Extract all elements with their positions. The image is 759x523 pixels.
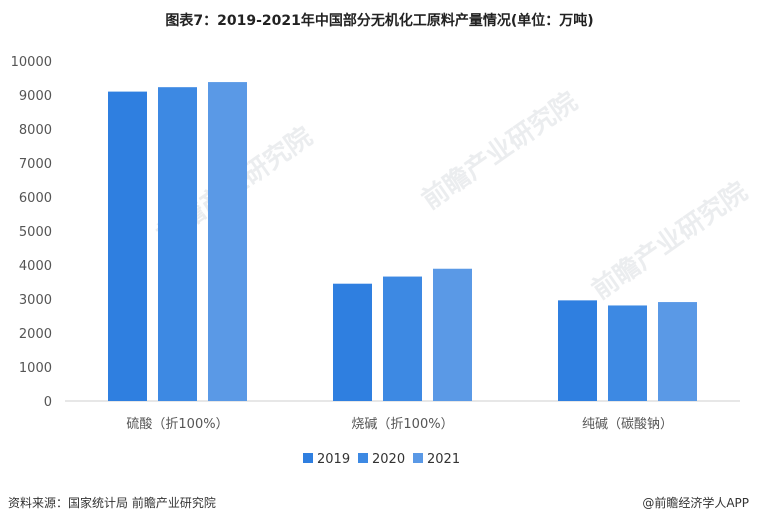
- watermark-2: 前瞻产业研究院: [586, 176, 753, 306]
- chart-title: 图表7：2019-2021年中国部分无机化工原料产量情况(单位：万吨): [165, 13, 594, 29]
- y-axis: 0 1000 2000 3000 4000 5000 6000 7000 8000 9000 100…: [11, 55, 52, 410]
- footer: 资料来源：国家统计局 前瞻产业研究院 @前瞻经济学人APP: [0, 492, 759, 516]
- legend-label-2021: 2021: [427, 452, 460, 467]
- y-tick-label-7: 7000: [19, 157, 52, 172]
- y-tick-label-2: 2000: [19, 327, 52, 342]
- y-tick-label-6: 6000: [19, 191, 52, 206]
- legend-swatch-2020: [358, 453, 368, 463]
- y-tick-label-4: 4000: [19, 259, 52, 274]
- bars: [108, 82, 697, 402]
- bar-1-2020: [383, 276, 422, 401]
- source-note: 资料来源：国家统计局 前瞻产业研究院: [8, 496, 216, 510]
- y-tick-label-5: 5000: [19, 225, 52, 240]
- y-tick-label-1: 1000: [19, 361, 52, 376]
- bar-2-2021: [658, 302, 697, 401]
- bar-1-2019: [333, 283, 372, 401]
- legend-label-2019: 2019: [317, 452, 350, 467]
- legend: 2019 2020 2021: [303, 452, 460, 467]
- x-axis: 硫酸（折100%） 烧碱（折100%） 纯碱（碳酸钠）: [126, 417, 673, 432]
- bar-2-2020: [608, 305, 647, 401]
- watermark-1: 前瞻产业研究院: [416, 86, 583, 216]
- x-tick-label-0: 硫酸（折100%）: [126, 417, 228, 432]
- y-tick-label-9: 9000: [19, 89, 52, 104]
- bar-0-2020: [158, 87, 197, 402]
- bar-0-2019: [108, 91, 147, 401]
- legend-swatch-2019: [303, 453, 313, 463]
- bar-1-2021: [433, 268, 472, 401]
- bar-2-2019: [558, 300, 597, 401]
- legend-label-2020: 2020: [372, 452, 405, 467]
- brand-credit: @前瞻经济学人APP: [642, 496, 749, 510]
- y-tick-label-10: 10000: [11, 55, 52, 70]
- legend-swatch-2021: [413, 453, 423, 463]
- bar-0-2021: [208, 82, 247, 401]
- x-tick-label-1: 烧碱（折100%）: [351, 417, 453, 432]
- y-tick-label-0: 0: [44, 395, 52, 410]
- x-tick-label-2: 纯碱（碳酸钠）: [582, 417, 673, 432]
- y-tick-label-3: 3000: [19, 293, 52, 308]
- y-tick-label-8: 8000: [19, 123, 52, 138]
